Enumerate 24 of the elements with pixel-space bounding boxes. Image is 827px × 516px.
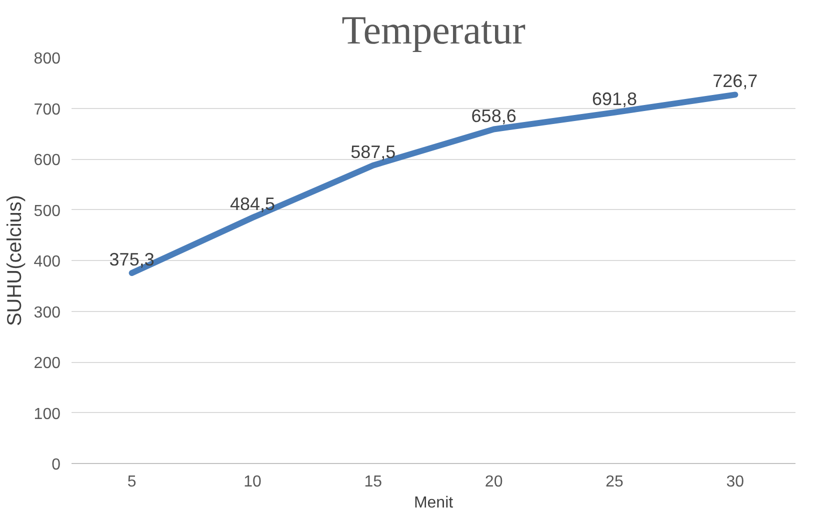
data-label: 587,5	[350, 142, 396, 162]
chart-title: Temperatur	[342, 8, 526, 52]
y-tick-label: 300	[34, 304, 61, 322]
x-tick-label: 10	[244, 474, 262, 490]
x-tick-label: 30	[726, 474, 744, 490]
x-axis-title: Menit	[414, 494, 454, 512]
x-tick-label: 15	[364, 474, 382, 490]
y-axis-title: SUHU(celcius)	[4, 194, 26, 326]
y-tick-label: 500	[34, 202, 61, 220]
data-label: 726,7	[712, 71, 758, 92]
x-tick-label: 20	[484, 474, 503, 490]
y-tick-label: 400	[34, 254, 61, 270]
data-label: 658,6	[471, 106, 516, 126]
x-tick-label: 5	[127, 474, 136, 490]
y-tick-label: 600	[34, 152, 61, 169]
y-tick-label: 800	[34, 50, 61, 68]
y-tick-label: 0	[52, 456, 61, 474]
y-tick-label: 100	[34, 406, 61, 423]
y-tick-label: 700	[34, 101, 61, 118]
data-label: 691,8	[592, 88, 638, 109]
x-tick-label: 25	[606, 474, 624, 490]
y-tick-label: 200	[34, 355, 61, 372]
data-label: 484,5	[230, 194, 276, 214]
data-label: 375,3	[109, 250, 154, 270]
